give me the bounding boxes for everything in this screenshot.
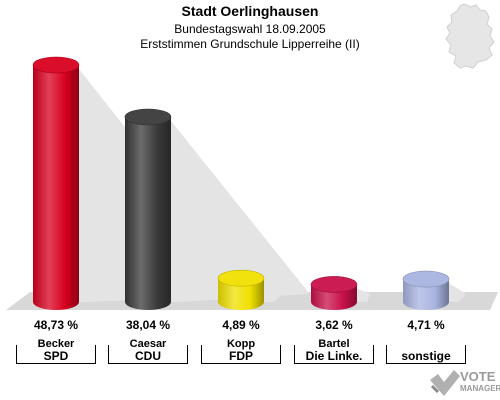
category-label: FDP bbox=[229, 349, 253, 363]
bar bbox=[32, 56, 80, 310]
candidate-name: Bartel bbox=[318, 338, 350, 350]
category-label: SPD bbox=[43, 349, 69, 363]
bar-label-group: 3,62 % Bartel Die Linke. bbox=[288, 318, 380, 364]
logo-text-manager: MANAGER bbox=[460, 384, 500, 393]
bar bbox=[124, 108, 172, 310]
vote-check-icon bbox=[430, 370, 460, 396]
candidate-name: Becker bbox=[37, 338, 75, 350]
bar-shadow bbox=[171, 120, 310, 302]
bar-label-group: 4,71 % sonstige bbox=[380, 318, 472, 364]
logo-text-vote: VOTE bbox=[460, 369, 496, 384]
candidate-name: Caesar bbox=[129, 338, 167, 350]
label-bracket bbox=[201, 345, 281, 364]
chart-subtitle-2: Erststimmen Grundschule Lipperreihe (II) bbox=[140, 37, 360, 51]
bar bbox=[217, 269, 265, 310]
germany-map-icon bbox=[445, 3, 495, 69]
category-label: sonstige bbox=[401, 349, 451, 363]
bar bbox=[402, 270, 450, 310]
category-label: CDU bbox=[135, 349, 161, 363]
data-label: 4,89 % bbox=[222, 318, 260, 332]
chart-subtitle: Bundestagswahl 18.09.2005 bbox=[174, 22, 326, 36]
category-label: Die Linke. bbox=[305, 349, 363, 363]
data-label: 48,73 % bbox=[33, 318, 79, 332]
bar-label-group: 48,73 % Becker SPD bbox=[10, 318, 102, 364]
label-bracket bbox=[108, 345, 188, 364]
label-bracket bbox=[386, 345, 466, 364]
bar-label-group: 4,89 % Kopp FDP bbox=[195, 318, 287, 364]
data-label: 3,62 % bbox=[315, 318, 353, 332]
label-bracket bbox=[16, 345, 96, 364]
vote-manager-logo bbox=[426, 366, 500, 400]
bar-shadow bbox=[264, 282, 282, 302]
chart-title: Stadt Oerlinghausen bbox=[181, 3, 319, 19]
label-bracket bbox=[294, 345, 374, 364]
bar-label-group: 38,04 % Caesar CDU bbox=[102, 318, 194, 364]
candidate-name: Kopp bbox=[226, 338, 256, 350]
bar-shadow bbox=[357, 288, 371, 302]
bar bbox=[310, 276, 358, 310]
bar-shadow bbox=[449, 283, 467, 302]
data-label: 4,71 % bbox=[407, 318, 445, 332]
data-label: 38,04 % bbox=[125, 318, 171, 332]
